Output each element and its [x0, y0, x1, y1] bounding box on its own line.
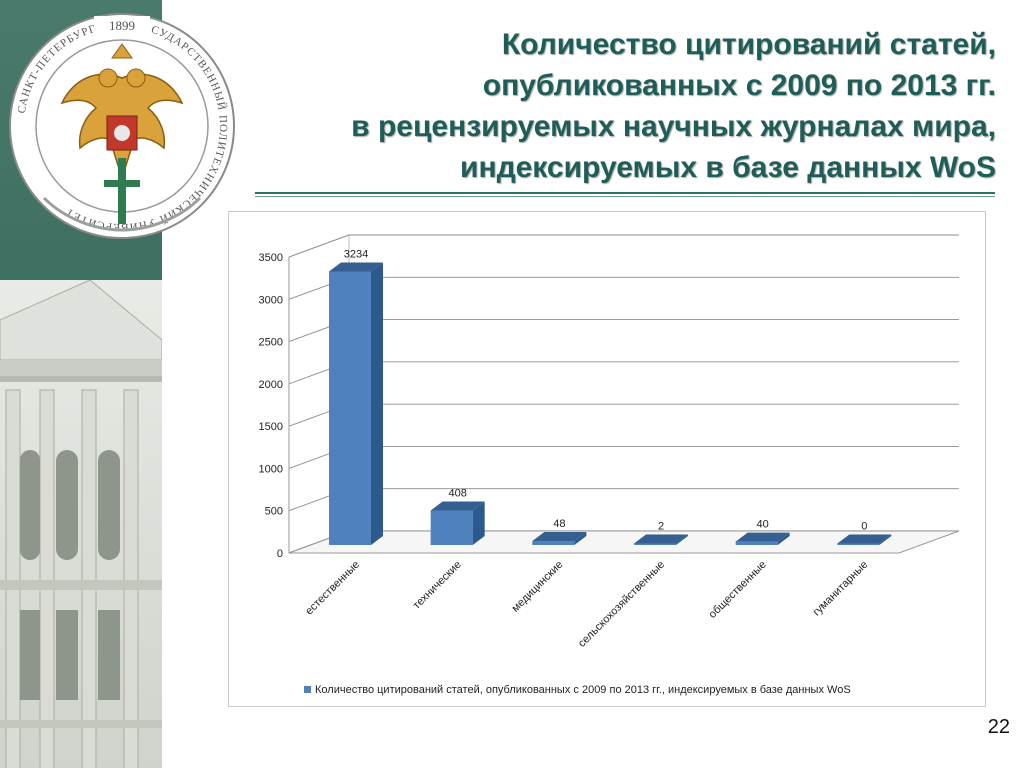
chart-frame: 0 500 1000 1500 2000 2500 3000 3500 3234 естестве… — [228, 211, 986, 707]
title-line: индексируемых в базе данных WoS — [460, 151, 996, 184]
bar — [634, 543, 676, 545]
bar-top — [837, 534, 892, 544]
bar — [532, 540, 575, 545]
data-label: 48 — [553, 518, 565, 530]
bar-top — [329, 262, 383, 272]
data-label: 0 — [861, 521, 867, 533]
title-divider-thin — [255, 196, 995, 197]
cross-icon — [104, 158, 140, 224]
x-tick-label: общественные — [707, 559, 769, 621]
legend-swatch — [304, 686, 311, 693]
slide-title: Количество цитирований статей, опубликов… — [236, 24, 996, 188]
bar-side — [676, 534, 688, 545]
title-line: опубликованных с 2009 по 2013 гг. — [482, 69, 996, 102]
x-tick-label: гуманитарные — [811, 559, 871, 619]
bar-side — [472, 501, 485, 545]
bar-top — [532, 531, 587, 541]
bar-top — [430, 501, 485, 511]
x-tick-label: естественные — [303, 559, 362, 618]
y-tick-label: 1500 — [259, 421, 283, 433]
y-tick-label: 500 — [265, 506, 283, 518]
y-tick-label: 3000 — [259, 294, 283, 306]
y-tick-label: 0 — [277, 548, 283, 560]
eagle-icon — [60, 43, 184, 181]
bar-side — [777, 532, 790, 545]
bar-side — [879, 534, 892, 545]
y-tick-label: 3500 — [259, 252, 283, 264]
data-label: 40 — [757, 519, 769, 531]
bar-side — [574, 531, 587, 545]
gridline — [288, 361, 959, 385]
emblem-year: 1899 — [109, 18, 135, 33]
legend-label: Количество цитирований статей, опубликов… — [315, 684, 851, 696]
bar — [735, 541, 778, 545]
title-line: в рецензируемых научных журналах мира, — [351, 110, 996, 143]
gridline — [288, 276, 959, 300]
bar — [837, 543, 880, 545]
page-number: 22 — [987, 716, 1010, 738]
bar-top — [634, 534, 688, 544]
university-emblem: САНКТ-ПЕТЕРБУРГСКИЙ ГОСУДАРСТВЕННЫЙ ПОЛИ… — [9, 13, 235, 239]
y-tick-label: 2000 — [259, 379, 283, 391]
bar — [329, 271, 371, 545]
citations-bar-chart: 0 500 1000 1500 2000 2500 3000 3500 3234 естестве… — [259, 234, 960, 696]
data-label: 408 — [448, 487, 466, 499]
x-tick-label: технические — [411, 559, 464, 612]
y-tick-label: 1000 — [259, 463, 283, 475]
building-illustration — [0, 280, 162, 768]
gridline — [288, 234, 959, 258]
title-line: Количество цитирований статей, — [501, 28, 996, 61]
x-tick-label: медицинские — [510, 559, 566, 615]
y-tick-label: 2500 — [259, 337, 283, 349]
bar-side — [371, 262, 383, 545]
x-tick-label: сельскохозяйственные — [576, 559, 667, 650]
gridline — [288, 445, 959, 469]
gridline — [288, 403, 959, 427]
bar-top — [735, 532, 790, 542]
data-label: 3234 — [344, 248, 368, 260]
gridline — [288, 319, 959, 342]
gridline — [288, 488, 959, 512]
bar — [430, 510, 473, 545]
title-divider — [255, 192, 995, 194]
data-label: 2 — [658, 521, 664, 533]
